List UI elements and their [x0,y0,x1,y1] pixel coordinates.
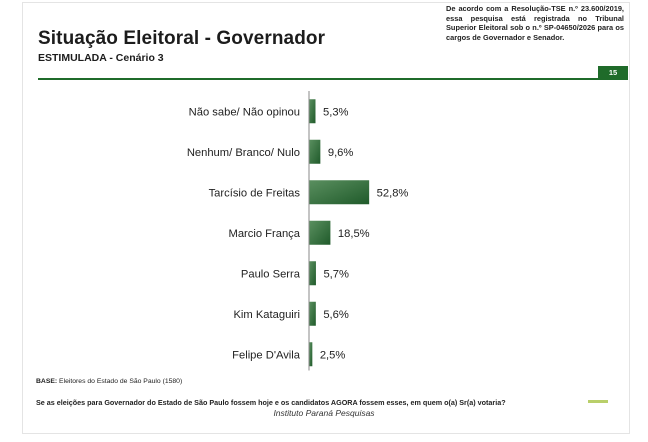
survey-question: Se as eleições para Governador do Estado… [36,398,506,407]
value-label: 18,5% [338,228,370,240]
bar [309,301,316,326]
value-label: 2,5% [320,349,346,361]
value-label: 5,6% [323,309,349,321]
bar [309,220,331,245]
category-label: Nenhum/ Branco/ Nulo [187,147,300,159]
value-label: 9,6% [328,147,354,159]
category-label: Felipe D'Avila [232,349,301,361]
value-label: 52,8% [377,187,409,199]
source-caption: Instituto Paraná Pesquisas [273,408,375,418]
value-label: 5,7% [323,268,349,280]
footer-accent-bar [588,400,608,403]
bar [309,99,316,124]
category-label: Não sabe/ Não opinou [189,106,300,118]
chart-subtitle: ESTIMULADA - Cenário 3 [38,52,164,64]
bar [309,261,316,286]
value-label: 5,3% [323,106,349,118]
bar [309,180,370,205]
base-text: Eleitores do Estado de São Paulo (1580) [57,378,183,385]
category-label: Marcio França [229,228,301,240]
chart-title: Situação Eleitoral - Governador [38,28,326,49]
legal-registration-note: De acordo com a Resolução-TSE n.º 23.600… [446,4,624,42]
slide-frame [22,2,630,434]
category-label: Tarcísio de Freitas [209,187,301,199]
base-label: BASE: [36,378,58,385]
category-label: Paulo Serra [241,268,301,280]
bar [309,342,313,367]
category-label: Kim Kataguiri [233,309,300,321]
header-divider [38,78,598,80]
page-number-badge: 15 [598,66,628,80]
base-note: BASE: Eleitores do Estado de São Paulo (… [36,378,182,385]
bar [309,139,321,164]
